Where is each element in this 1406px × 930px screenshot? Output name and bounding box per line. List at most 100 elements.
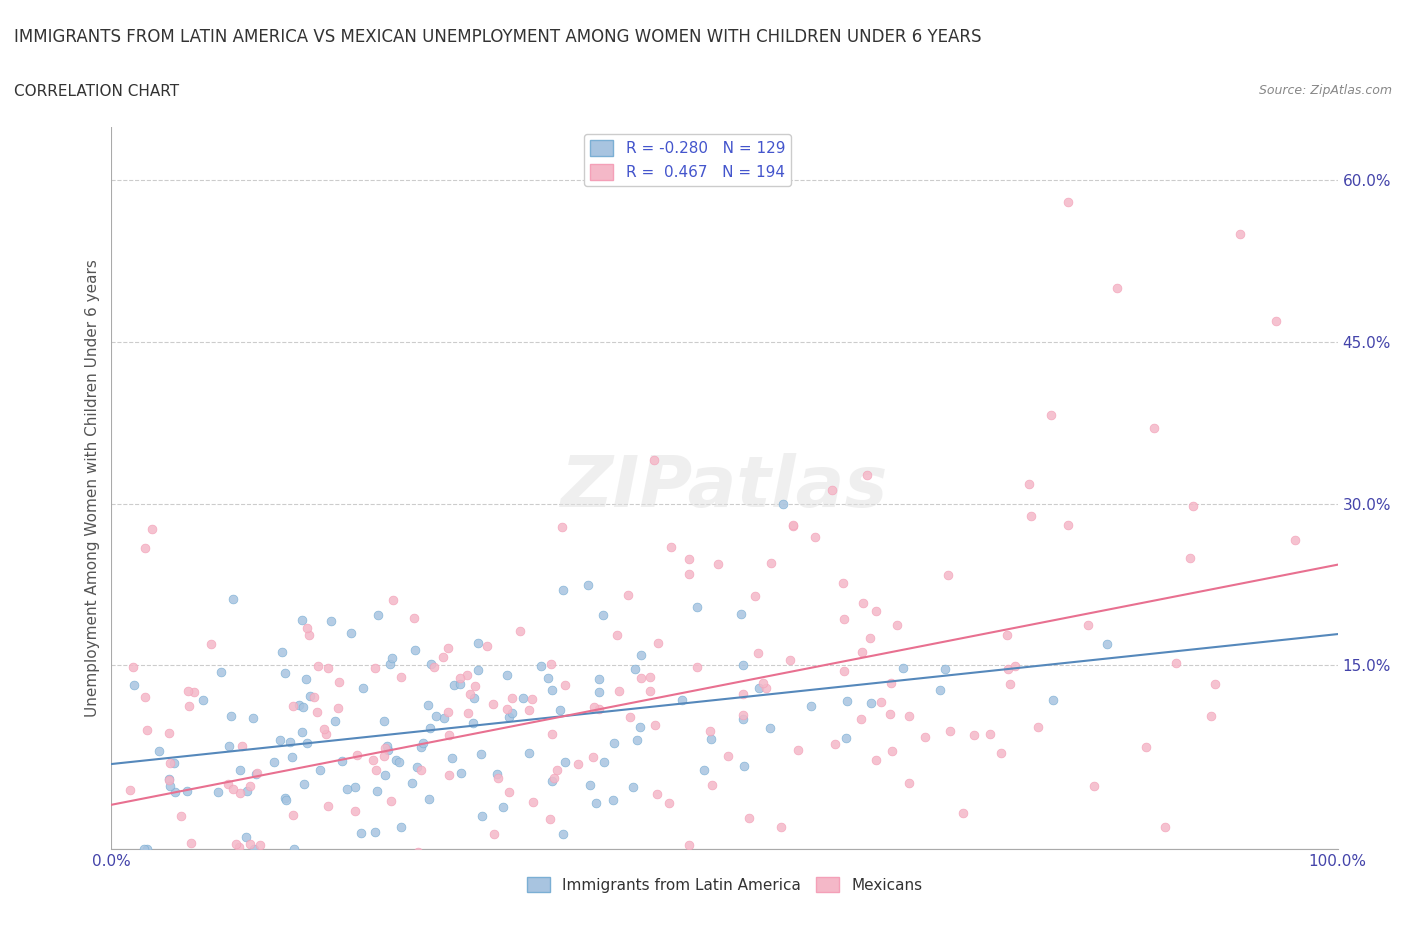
Point — [759, 555, 782, 570]
Point — [381, 592, 404, 607]
Point — [495, 668, 517, 683]
Point — [228, 785, 250, 800]
Point — [134, 690, 156, 705]
Point — [432, 650, 454, 665]
Point — [440, 751, 463, 765]
Point — [401, 776, 423, 790]
Point — [340, 873, 363, 888]
Point — [236, 783, 259, 798]
Point — [979, 726, 1001, 741]
Point — [1135, 739, 1157, 754]
Point — [309, 763, 332, 777]
Text: ZIPatlas: ZIPatlas — [561, 453, 889, 522]
Point — [769, 820, 792, 835]
Point — [541, 727, 564, 742]
Point — [733, 873, 755, 888]
Point — [349, 826, 371, 841]
Point — [132, 842, 155, 857]
Point — [274, 790, 297, 805]
Point — [292, 699, 315, 714]
Point — [477, 639, 499, 654]
Point — [295, 672, 318, 687]
Point — [749, 873, 772, 888]
Point — [120, 782, 142, 797]
Point — [179, 698, 201, 713]
Point — [343, 780, 366, 795]
Point — [1042, 692, 1064, 707]
Point — [481, 697, 503, 711]
Point — [1181, 498, 1204, 513]
Point — [363, 860, 385, 875]
Point — [630, 671, 652, 685]
Point — [419, 721, 441, 736]
Point — [134, 540, 156, 555]
Point — [361, 752, 384, 767]
Point — [443, 677, 465, 692]
Point — [936, 567, 959, 582]
Point — [1204, 677, 1226, 692]
Point — [437, 767, 460, 782]
Point — [249, 838, 271, 853]
Point — [463, 691, 485, 706]
Point — [538, 812, 561, 827]
Point — [423, 659, 446, 674]
Point — [1057, 194, 1080, 209]
Point — [540, 683, 562, 698]
Point — [832, 576, 855, 591]
Point — [409, 739, 432, 754]
Point — [1143, 421, 1166, 436]
Point — [929, 683, 952, 698]
Point — [851, 711, 873, 726]
Point — [135, 842, 157, 857]
Point — [1097, 637, 1119, 652]
Point — [678, 551, 700, 566]
Point — [852, 595, 875, 610]
Point — [416, 698, 439, 712]
Point — [962, 873, 984, 888]
Point — [437, 728, 460, 743]
Point — [517, 745, 540, 760]
Point — [607, 684, 630, 698]
Point — [432, 711, 454, 725]
Point — [865, 752, 887, 767]
Point — [934, 662, 956, 677]
Point — [276, 792, 298, 807]
Point — [221, 591, 243, 606]
Point — [208, 873, 231, 888]
Point — [328, 675, 350, 690]
Point — [496, 702, 519, 717]
Point — [456, 668, 478, 683]
Point — [461, 715, 484, 730]
Point — [733, 686, 755, 701]
Point — [135, 723, 157, 737]
Point — [630, 647, 652, 662]
Point — [222, 782, 245, 797]
Point — [425, 709, 447, 724]
Point — [700, 777, 723, 792]
Point — [231, 738, 253, 753]
Point — [239, 778, 262, 793]
Point — [470, 747, 492, 762]
Point — [938, 724, 960, 738]
Point — [1199, 709, 1222, 724]
Point — [437, 640, 460, 655]
Point — [263, 754, 285, 769]
Point — [169, 809, 191, 824]
Point — [782, 518, 804, 533]
Point — [228, 763, 250, 777]
Point — [824, 737, 846, 751]
Point — [644, 718, 666, 733]
Point — [628, 719, 651, 734]
Point — [1077, 618, 1099, 632]
Point — [1154, 819, 1177, 834]
Point — [344, 873, 367, 888]
Point — [592, 608, 614, 623]
Point — [1229, 227, 1251, 242]
Point — [606, 628, 628, 643]
Point — [167, 873, 190, 888]
Point — [274, 666, 297, 681]
Point — [380, 794, 402, 809]
Point — [246, 765, 269, 780]
Point — [686, 600, 709, 615]
Point — [869, 695, 891, 710]
